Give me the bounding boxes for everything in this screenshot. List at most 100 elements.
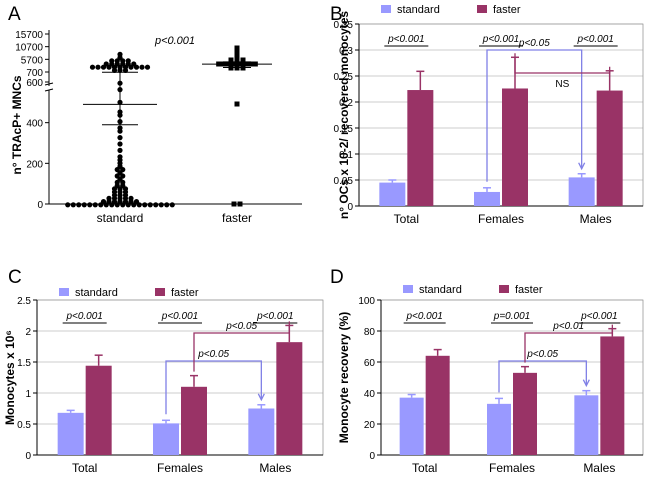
data-point-standard [117,51,123,58]
bar-faster [181,386,207,455]
data-point-standard [153,202,159,208]
data-point-faster [231,201,237,207]
y-tick-label: 60 [364,358,376,369]
x-tick-label: Total [412,461,437,475]
data-point-standard [106,195,112,201]
data-point-standard [164,202,170,208]
legend-swatch-faster [477,5,487,13]
y-tick-label: 0.25 [334,72,354,83]
x-tick-label: standard [97,211,144,225]
y-tick-label: 0.05 [334,176,354,187]
data-point-standard [109,58,115,64]
bracket-standard-label: p<0.05 [197,349,229,360]
data-point-standard [117,154,123,160]
bar-standard [568,177,595,206]
data-point-faster [228,65,234,71]
legend-swatch-standard [403,285,413,293]
data-point-standard [139,64,145,70]
bracket-standard-label: p<0.05 [518,38,550,49]
legend-swatch-faster [499,285,509,293]
bracket-faster-comparison [193,321,290,372]
bracket-faster-comparison [524,324,613,363]
axis-break-mark [44,82,54,86]
bracket-arrowhead [578,162,586,171]
p-value-label: p<0.001 [482,34,519,45]
bracket-arrowhead [582,379,590,388]
data-point-standard [144,64,151,70]
y-tick-label: 5700 [21,55,44,66]
data-point-faster [240,65,246,71]
legend-label-standard: standard [397,4,440,16]
legend-label-standard: standard [419,284,462,296]
data-point-standard [92,202,98,208]
bar-faster [85,365,112,455]
data-point-standard [117,147,123,153]
x-tick-label: Females [478,212,524,226]
y-tick-label: 80 [364,327,376,338]
legend-label-standard: standard [75,287,118,299]
x-tick-label: Males [259,461,291,475]
data-point-standard [81,202,87,208]
data-point-faster [234,45,240,51]
legend-label-faster: faster [171,287,199,299]
data-point-standard [169,202,175,208]
bar-standard [379,182,406,206]
x-tick-label: Males [580,212,612,226]
data-point-faster [234,49,240,55]
data-point-faster [234,101,240,107]
bar-faster [276,342,303,455]
bar-standard [474,191,500,206]
y-axis-label: Monocytes x 10⁶ [3,330,17,425]
data-point-standard [147,202,153,208]
data-point-standard [117,141,123,147]
p-value-label: p<0.001 [65,311,102,322]
data-point-standard [70,202,76,208]
y-tick-label: 200 [26,159,43,170]
x-tick-label: faster [222,211,252,225]
y-tick-label: 0.5 [17,420,31,431]
data-point-faster [240,57,246,63]
y-tick-label: 10700 [15,43,43,54]
data-point-standard [158,202,164,208]
y-axis-label: n° OCs x 10-2/ recovered monocytes [337,11,351,220]
y-tick-label: 1 [25,389,31,400]
bar-standard [57,412,84,455]
y-tick-label: 0.15 [334,124,354,135]
data-point-standard [117,135,123,141]
y-axis-label: Monocyte recovery (%) [337,312,351,443]
p-value-label: p<0.001 [576,34,613,45]
data-point-standard [142,202,148,208]
data-point-standard [103,61,109,67]
panel-d: 0 20 40 60 80 100 Monocyte recovery (%) standar… [337,284,644,475]
p-value-label: p<0.001 [405,311,442,322]
bracket-standard-comparison [498,360,587,393]
y-tick-label: 2.5 [17,296,31,307]
y-tick-label: 2 [25,327,31,338]
panel-letter-c: C [8,267,22,288]
bracket-standard-comparison [486,49,583,182]
x-tick-label: Males [583,461,615,475]
p-value-label: p<0.001 [256,311,293,322]
y-tick-label: 20 [364,420,376,431]
data-point-faster [237,201,243,207]
bar-faster [425,355,450,455]
y-tick-label: 0.2 [339,98,353,109]
data-point-standard [100,199,107,205]
bracket-faster-label: NS [555,79,569,90]
p-value-label: p=0.001 [493,311,530,322]
y-tick-label: 0 [37,200,43,211]
y-tick-label: 0.35 [334,20,354,31]
bar-standard [399,397,424,455]
y-tick-label: 1.5 [17,358,31,369]
data-point-faster [234,57,240,63]
bracket-faster-label: p<0.05 [225,321,257,332]
data-point-standard [95,64,101,70]
data-point-standard [131,61,137,67]
bracket-faster-label: p<0.01 [552,321,584,332]
y-tick-label: 700 [26,68,43,79]
data-point-standard [117,125,123,131]
data-point-standard [87,202,93,208]
y-tick-label: 400 [26,119,43,130]
panel-b: 0 0.05 0.1 0.15 0.2 0.25 0.3 0.35n° OCs x 10-2/… [334,4,644,226]
